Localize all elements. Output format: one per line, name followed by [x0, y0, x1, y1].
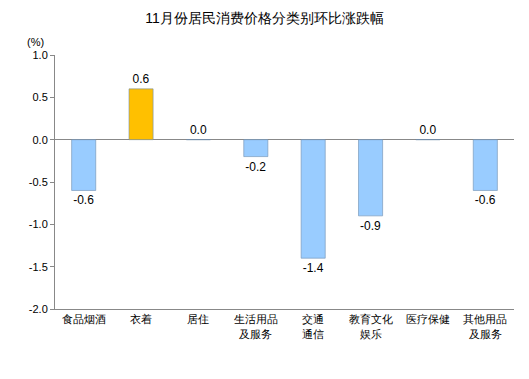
svg-text:0.5: 0.5: [33, 91, 48, 103]
svg-text:-0.2: -0.2: [245, 160, 266, 174]
svg-text:医疗保健: 医疗保健: [406, 313, 450, 325]
svg-text:-1.0: -1.0: [29, 218, 48, 230]
svg-text:11月份居民消费价格分类别环比涨跌幅: 11月份居民消费价格分类别环比涨跌幅: [145, 10, 384, 26]
svg-text:教育文化娱乐: 教育文化娱乐: [349, 313, 393, 339]
svg-text:0.0: 0.0: [33, 134, 48, 146]
svg-text:-0.6: -0.6: [73, 193, 94, 207]
svg-text:0.6: 0.6: [133, 72, 150, 86]
svg-text:(%): (%): [27, 36, 44, 48]
svg-text:0.0: 0.0: [190, 123, 207, 137]
svg-text:其他用品及服务: 其他用品及服务: [463, 313, 507, 339]
svg-text:交通通信: 交通通信: [302, 313, 324, 339]
svg-text:-2.0: -2.0: [29, 303, 48, 315]
svg-text:1.0: 1.0: [33, 49, 48, 61]
svg-text:0.0: 0.0: [419, 123, 436, 137]
svg-text:生活用品及服务: 生活用品及服务: [234, 313, 278, 339]
svg-text:-1.4: -1.4: [303, 261, 324, 275]
svg-text:居住: 居住: [187, 313, 209, 325]
svg-text:-0.6: -0.6: [475, 193, 496, 207]
svg-text:食品烟酒: 食品烟酒: [62, 313, 106, 325]
svg-text:-1.5: -1.5: [29, 261, 48, 273]
svg-text:-0.9: -0.9: [360, 219, 381, 233]
svg-text:-0.5: -0.5: [29, 176, 48, 188]
svg-text:衣着: 衣着: [130, 313, 152, 325]
